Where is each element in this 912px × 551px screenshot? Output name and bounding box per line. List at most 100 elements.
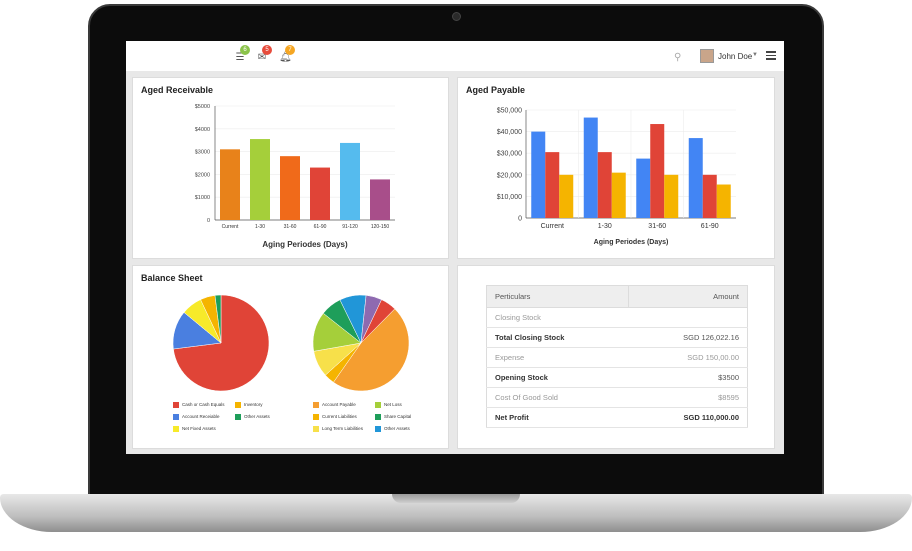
aged-payable-chart: 0 $10,000 $20,000 $30,000 $40,000 $50,000 Curr… [497,108,736,246]
bar [250,139,270,220]
x-tick-label: 61-90 [314,224,327,230]
x-axis-label: Aging Periodes (Days) [594,239,669,246]
legend-label: Net Fixed Assets [182,426,216,432]
table-row: Net Profit SGD 110,000.00 [486,407,748,428]
panel-title: Aged Receivable [141,85,214,95]
bar [611,172,626,218]
bell-icon[interactable]: 🔔︎ 7 [279,45,295,64]
legend-item: Other Assets [235,414,270,420]
table-header-row: Perticulars Amount [486,285,749,308]
row-amount: $8595 [628,387,748,408]
notification-badge: 6 [240,45,250,55]
x-tick-label: 120-150 [371,224,390,230]
row-label: Opening Stock [486,367,629,388]
table-row: Closing Stock [486,307,748,328]
row-amount: $3500 [628,367,748,388]
legend-item: Account Payable [313,402,356,408]
x-tick-label: 91-120 [342,224,358,230]
aged-receivable-panel: Aged Receivable 0 $1000 $2000 $3000 $4000 $50… [132,77,449,259]
legend-item: Long Term Liabilities [313,426,363,432]
legend-item: Inventory [235,402,263,408]
legend-label: Current Liabilities [322,414,357,420]
legend-swatch [173,426,179,432]
user-name[interactable]: John Doe [718,52,753,61]
row-label: Net Profit [486,407,629,428]
legend-item: Share Capital [375,414,411,420]
panel-title: Aged Payable [466,85,526,95]
legend-item: Cash or Cash Equals [173,402,225,408]
x-tick-label: Current [541,223,564,230]
legend-label: Inventory [244,402,263,408]
bar [597,152,612,218]
bar [340,142,360,220]
x-axis-label: Aging Periodes (Days) [262,240,348,249]
y-tick-label: $1000 [195,195,210,201]
x-tick-label: 61-90 [701,223,719,230]
row-label: Cost Of Good Sold [486,387,629,408]
balance-sheet-panel: Balance Sheet Cash or Cash Equals Invento… [132,265,449,449]
bar [636,158,651,218]
top-bar: ☰ 6 ✉ 5 🔔︎ 7 ⚲ John Doe ▼ [126,41,784,71]
y-tick-label: $20,000 [497,172,522,179]
bar [310,167,330,220]
bar [280,156,300,220]
legend-swatch [235,402,241,408]
legend-label: Cash or Cash Equals [182,402,225,408]
y-tick-label: $5000 [195,104,210,110]
bar [664,174,679,218]
row-label: Total Closing Stock [486,327,629,348]
x-tick-label: 31-60 [284,224,297,230]
y-tick-label: 0 [518,216,522,223]
legend-label: Other Assets [244,414,270,420]
bar [370,179,390,220]
y-tick-label: 0 [207,218,210,224]
bar [702,174,717,218]
legend-swatch [375,426,381,432]
row-amount: SGD 110,000.00 [628,407,748,428]
table-row: Cost Of Good Sold $8595 [486,387,748,408]
legend-swatch [375,402,381,408]
legend-label: Net Loss [384,402,402,408]
list-icon[interactable]: ☰ 6 [234,45,250,64]
legend-swatch [173,414,179,420]
y-tick-label: $10,000 [497,194,522,201]
table-row: Opening Stock $3500 [486,367,748,388]
bar [545,152,560,218]
legend-label: Other Assets [384,426,410,432]
laptop-notch [392,494,520,503]
table-row: Total Closing Stock SGD 126,022.16 [486,327,748,348]
legend-item: Net Loss [375,402,402,408]
table-row: Expense SGD 150,00.00 [486,347,748,368]
avatar[interactable] [700,49,714,63]
bar [716,184,731,218]
panel-title: Balance Sheet [141,273,203,283]
search-icon[interactable]: ⚲ [674,52,682,63]
summary-table: Perticulars Amount Closing Stock Total C… [486,285,749,428]
bar [583,117,598,218]
x-tick-label: 1-30 [598,223,612,230]
x-tick-label: Current [222,224,239,230]
mail-icon[interactable]: ✉ 5 [256,45,272,64]
menu-icon[interactable] [766,51,776,62]
notification-badge: 5 [262,45,272,55]
camera-icon [452,12,461,21]
chevron-down-icon[interactable]: ▼ [752,52,758,58]
bar [220,149,240,220]
legend-item: Current Liabilities [313,414,357,420]
summary-panel: Perticulars Amount Closing Stock Total C… [457,265,775,449]
legend-item: Net Fixed Assets [173,426,216,432]
y-tick-label: $2000 [195,172,210,178]
aged-payable-panel: Aged Payable 0 $10,000 $20,000 $30,000 $40,0… [457,77,775,259]
legend-swatch [173,402,179,408]
legend-swatch [313,402,319,408]
x-tick-label: 1-30 [255,224,265,230]
legend-swatch [375,414,381,420]
bar [688,138,703,218]
pie-slice [360,299,396,344]
row-label: Expense [486,347,629,368]
dashboard-screen: ☰ 6 ✉ 5 🔔︎ 7 ⚲ John Doe ▼ Aged Receivabl… [126,41,784,454]
legend-swatch [235,414,241,420]
pie-slice [214,294,222,344]
column-header: Amount [627,285,749,308]
